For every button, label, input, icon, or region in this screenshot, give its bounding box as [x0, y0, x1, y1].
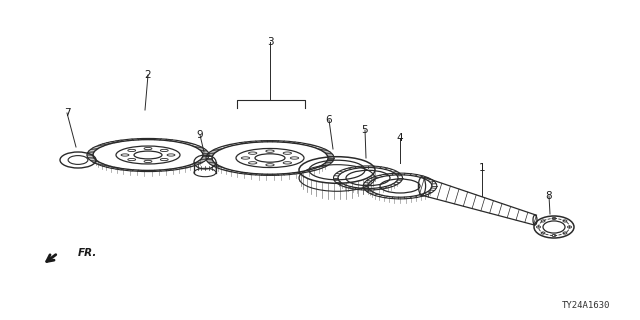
Text: TY24A1630: TY24A1630: [562, 301, 610, 310]
Text: 1: 1: [479, 163, 485, 173]
Text: 3: 3: [267, 37, 273, 47]
Text: 8: 8: [546, 191, 552, 201]
Text: 5: 5: [362, 125, 368, 135]
Text: 7: 7: [64, 108, 70, 118]
Text: 4: 4: [397, 133, 403, 143]
Text: 2: 2: [145, 70, 151, 80]
Text: 6: 6: [326, 115, 332, 125]
Text: 9: 9: [196, 130, 204, 140]
Text: FR.: FR.: [78, 248, 97, 258]
